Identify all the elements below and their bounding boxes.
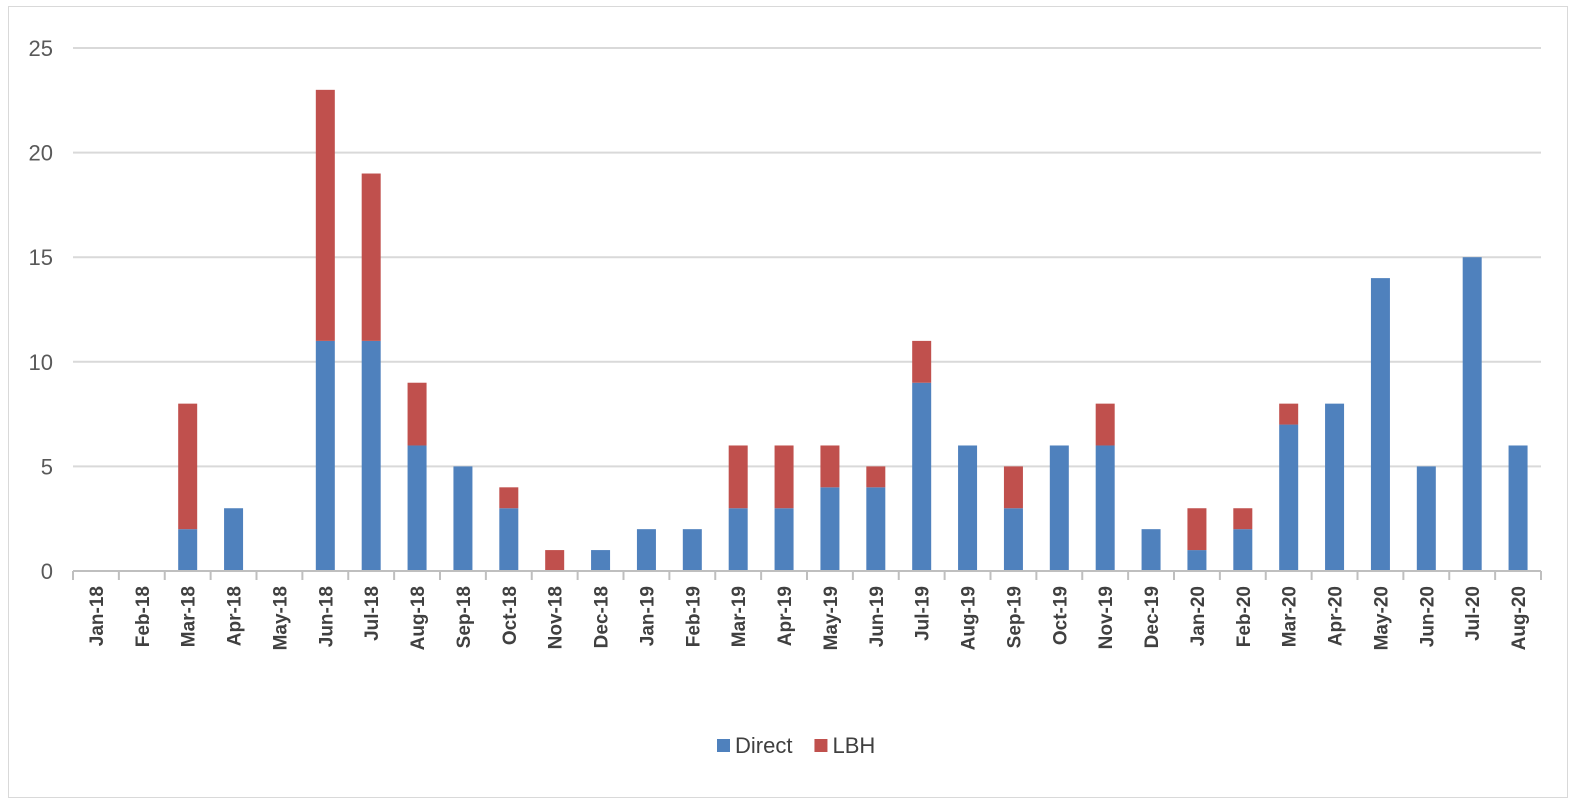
bar-direct-aug-20: [1508, 445, 1528, 571]
x-tick-label: May-18: [270, 586, 291, 650]
x-tick-label: Jul-19: [913, 586, 934, 641]
bar-direct-may-20: [1370, 278, 1390, 571]
legend-label-direct: Direct: [735, 733, 792, 758]
gridlines: [73, 47, 1541, 468]
x-tick-label: Feb-20: [1234, 586, 1255, 647]
bar-direct-oct-18: [499, 508, 519, 571]
x-tick-label: Jun-19: [867, 586, 888, 647]
x-tick-label: Nov-18: [546, 586, 567, 649]
bar-direct-mar-18: [178, 529, 198, 571]
x-tick-label: Jul-18: [362, 586, 383, 641]
bar-lbh-jun-19: [866, 466, 886, 488]
y-tick-label: 5: [41, 454, 53, 479]
bar-direct-jul-20: [1462, 257, 1482, 571]
bar-direct-jun-18: [315, 340, 335, 571]
bar-direct-mar-20: [1279, 424, 1299, 571]
bar-lbh-feb-20: [1233, 508, 1253, 530]
x-tick-label: Mar-19: [729, 586, 750, 647]
chart-frame: 0 5 10 15 20 25 Jan-18 Feb-18 Mar-18 Apr-18 May-18…: [8, 6, 1568, 798]
x-tick-label: Apr-19: [775, 586, 796, 646]
x-tick-label: Jan-20: [1188, 586, 1209, 646]
bar-lbh-nov-18: [545, 550, 565, 571]
x-tick-label: Jan-19: [637, 586, 658, 646]
x-tick-label: Dec-18: [592, 586, 613, 648]
bar-lbh-aug-18: [407, 382, 427, 446]
x-tick-label: Feb-18: [133, 586, 154, 647]
stacked-bar-chart: 0 5 10 15 20 25 Jan-18 Feb-18 Mar-18 Apr-18 May-18…: [29, 36, 1542, 758]
x-tick-label: Jun-20: [1417, 586, 1438, 647]
bar-lbh-jul-18: [361, 173, 381, 341]
bar-direct-feb-20: [1233, 529, 1253, 571]
bar-direct-dec-19: [1141, 529, 1161, 571]
bar-lbh-mar-20: [1279, 403, 1299, 425]
x-tick-label: Feb-19: [683, 586, 704, 647]
x-tick-label: Aug-18: [408, 586, 429, 650]
y-tick-label: 15: [29, 245, 53, 270]
x-tick-label: Mar-18: [179, 586, 200, 647]
legend-label-lbh: LBH: [832, 733, 875, 758]
bar-direct-sep-18: [453, 466, 473, 571]
y-tick-label: 25: [29, 36, 53, 61]
bar-direct-sep-19: [1003, 508, 1023, 571]
bar-lbh-mar-18: [178, 403, 198, 530]
bar-direct-jun-19: [866, 487, 886, 571]
bar-lbh-jul-19: [912, 340, 932, 383]
bar-lbh-apr-19: [774, 445, 794, 509]
x-tick-label: Jul-20: [1463, 586, 1484, 641]
legend: Direct LBH: [717, 733, 875, 758]
x-tick-label: Mar-20: [1280, 586, 1301, 647]
x-tick-label: May-20: [1371, 586, 1392, 650]
bar-direct-jul-18: [361, 340, 381, 571]
x-tick-label: Sep-18: [454, 586, 475, 648]
x-tick-label: Aug-20: [1509, 586, 1530, 650]
bar-direct-apr-20: [1325, 403, 1345, 571]
y-tick-label: 20: [29, 141, 53, 166]
x-tick-label: Oct-19: [1050, 586, 1071, 645]
x-tick-label: Nov-19: [1096, 586, 1117, 649]
x-tick-label: Jan-18: [87, 586, 108, 646]
bar-lbh-may-19: [820, 445, 840, 488]
x-tick-label: Apr-20: [1326, 586, 1347, 646]
bar-direct-dec-18: [591, 550, 611, 571]
y-tick-label: 10: [29, 350, 53, 375]
bar-lbh-sep-19: [1003, 466, 1023, 509]
y-tick-label: 0: [41, 559, 53, 584]
bar-direct-mar-19: [728, 508, 748, 571]
bar-direct-nov-19: [1095, 445, 1115, 571]
bar-lbh-oct-18: [499, 487, 519, 509]
bar-lbh-jun-18: [315, 89, 335, 341]
bars: [178, 89, 1528, 571]
bar-lbh-mar-19: [728, 445, 748, 509]
bar-lbh-jan-20: [1187, 508, 1207, 551]
bar-direct-apr-18: [224, 508, 244, 571]
bar-direct-may-19: [820, 487, 840, 571]
bar-direct-jun-20: [1416, 466, 1436, 571]
bar-direct-jul-19: [912, 382, 932, 571]
legend-swatch-direct: [717, 739, 730, 752]
x-tick-label: Jun-18: [316, 586, 337, 647]
bar-direct-aug-19: [958, 445, 978, 571]
axes: 0 5 10 15 20 25 Jan-18 Feb-18 Mar-18 Apr-18 May-18…: [29, 36, 1542, 650]
x-tick-label: Aug-19: [959, 586, 980, 650]
bar-direct-apr-19: [774, 508, 794, 571]
x-tick-label: Oct-18: [500, 586, 521, 645]
bar-direct-aug-18: [407, 445, 427, 571]
bar-lbh-nov-19: [1095, 403, 1115, 446]
x-tick-label: May-19: [821, 586, 842, 650]
bar-direct-oct-19: [1049, 445, 1069, 571]
bar-direct-jan-19: [636, 529, 656, 571]
bar-direct-feb-19: [682, 529, 702, 571]
bar-direct-jan-20: [1187, 550, 1207, 571]
x-tick-label: Sep-19: [1004, 586, 1025, 648]
legend-swatch-lbh: [814, 739, 828, 752]
x-tick-label: Apr-18: [225, 586, 246, 646]
x-tick-label: Dec-19: [1142, 586, 1163, 648]
